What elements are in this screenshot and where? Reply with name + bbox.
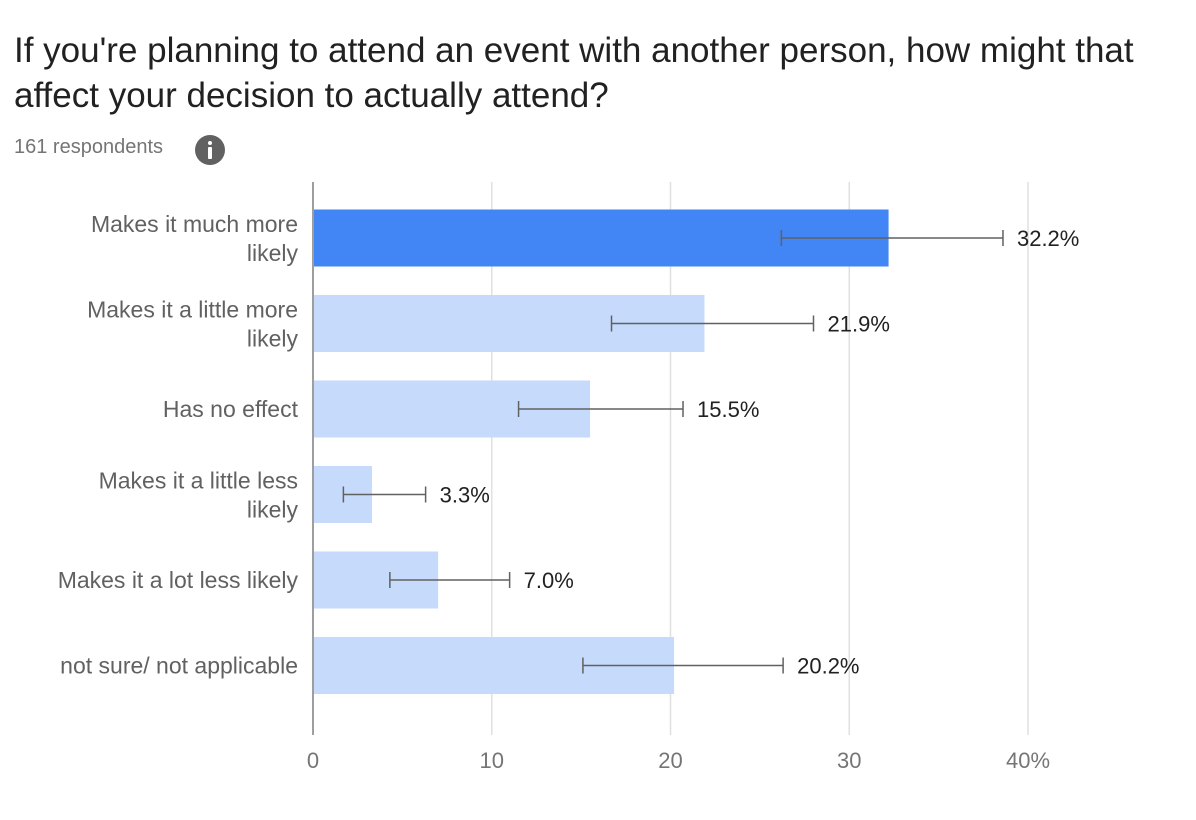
x-tick-label: 30 (837, 748, 861, 773)
data-label: 7.0% (524, 568, 574, 593)
chart-title: If you're planning to attend an event wi… (14, 31, 1134, 115)
data-label: 15.5% (697, 397, 759, 422)
category-label: not sure/ not applicable (60, 653, 298, 679)
data-label: 20.2% (797, 654, 859, 679)
data-label: 32.2% (1017, 226, 1079, 251)
x-tick-label: 20 (658, 748, 682, 773)
data-label: 3.3% (440, 483, 490, 508)
x-tick-label: 40% (1006, 748, 1050, 773)
category-label: Makes it a lot less likely (58, 567, 299, 593)
category-label: likely (247, 497, 299, 523)
category-label: Has no effect (163, 396, 299, 422)
category-label: Makes it a little more (87, 297, 298, 323)
category-label: likely (247, 240, 299, 266)
info-icon[interactable] (195, 135, 225, 165)
x-tick-label: 10 (480, 748, 504, 773)
x-tick-label: 0 (307, 748, 319, 773)
category-label: likely (247, 326, 299, 352)
respondent-count: 161 respondents (14, 136, 164, 158)
data-label: 21.9% (828, 312, 890, 337)
category-label: Makes it a little less (99, 468, 298, 494)
category-label: Makes it much more (91, 211, 298, 237)
